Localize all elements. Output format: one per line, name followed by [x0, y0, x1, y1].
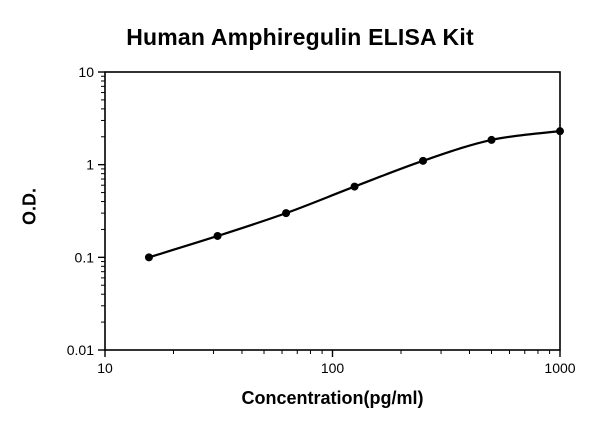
data-point-marker [419, 156, 428, 165]
x-tick-label: 100 [321, 360, 345, 376]
chart-title: Human Amphiregulin ELISA Kit [126, 24, 474, 50]
data-point-marker [350, 182, 359, 191]
data-point-marker [213, 231, 222, 240]
y-tick-label: 1 [86, 157, 94, 173]
data-point-marker [556, 127, 564, 136]
y-tick-label: 0.1 [75, 249, 95, 265]
x-tick-label: 10 [97, 360, 113, 376]
standard-curve-line [147, 130, 562, 259]
y-tick-label: 10 [78, 64, 94, 80]
data-point-marker [487, 135, 496, 144]
x-tick-label: 1000 [544, 360, 575, 376]
y-tick-label: 0.01 [67, 342, 94, 358]
data-point-marker [282, 209, 291, 218]
data-point-marker [144, 253, 153, 262]
plot-frame [104, 71, 561, 351]
x-axis-label: Concentration(pg/ml) [241, 388, 424, 408]
